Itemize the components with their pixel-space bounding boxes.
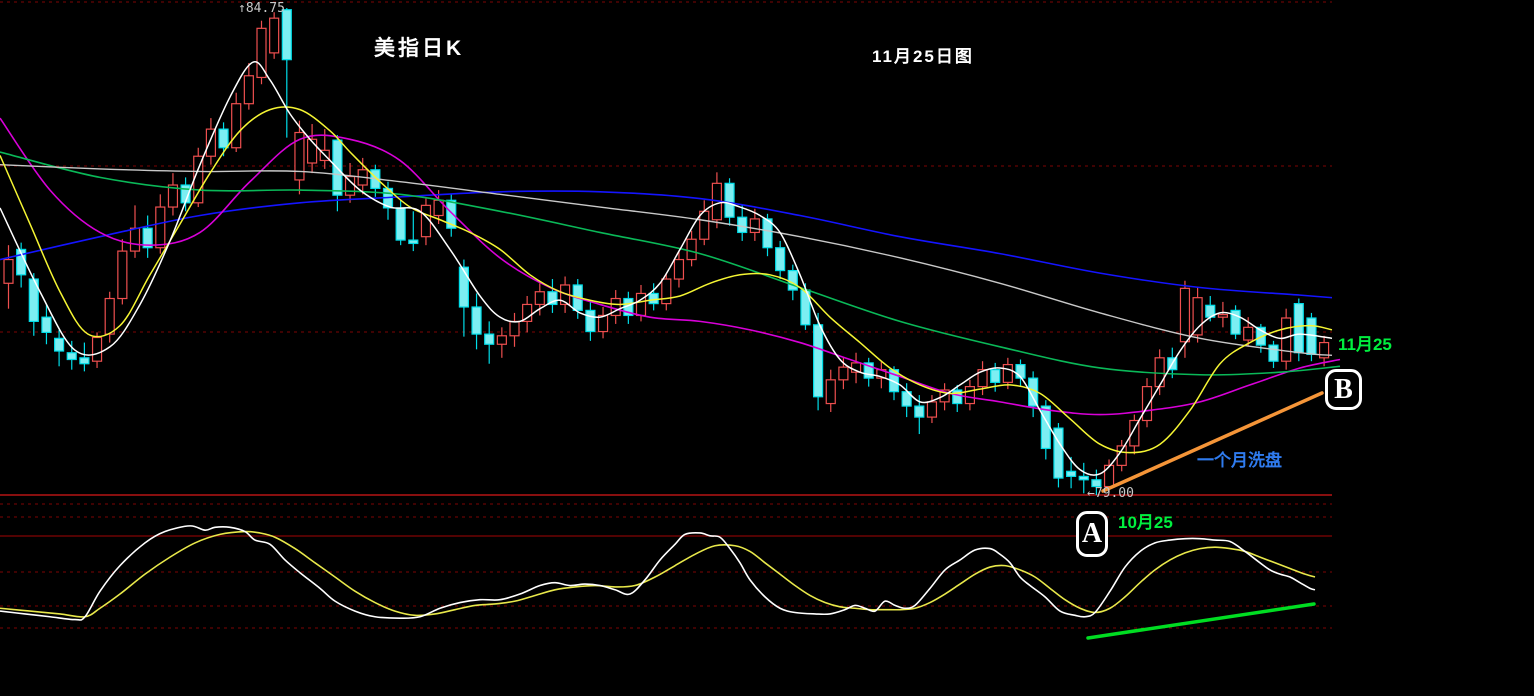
marker-b-badge: B [1325, 369, 1362, 410]
trendline-indicator-support [1086, 602, 1316, 640]
ma-magenta [0, 117, 1341, 416]
annotation-nov25: 11月25 [1338, 335, 1392, 354]
stoch-k [0, 525, 1316, 621]
ma-gray [0, 163, 1333, 356]
ma-white [0, 61, 1333, 476]
peak-price-label: ↑84.75 [238, 1, 285, 16]
trough-price-label: ←79.00 [1087, 486, 1134, 501]
trendline-washout [1101, 391, 1324, 493]
annotation-oct25: 10月25 [1118, 513, 1173, 532]
ma-yellow [0, 106, 1333, 454]
ma-blue [0, 190, 1333, 299]
annotation-one-month-washout: 一个月洗盘 [1197, 451, 1282, 470]
chart-date-label: 11月25日图 [872, 47, 974, 66]
chart-title: 美指日K [374, 37, 465, 60]
stoch-d [0, 530, 1316, 618]
marker-a-badge: A [1076, 511, 1108, 557]
ma-green [0, 151, 1341, 376]
